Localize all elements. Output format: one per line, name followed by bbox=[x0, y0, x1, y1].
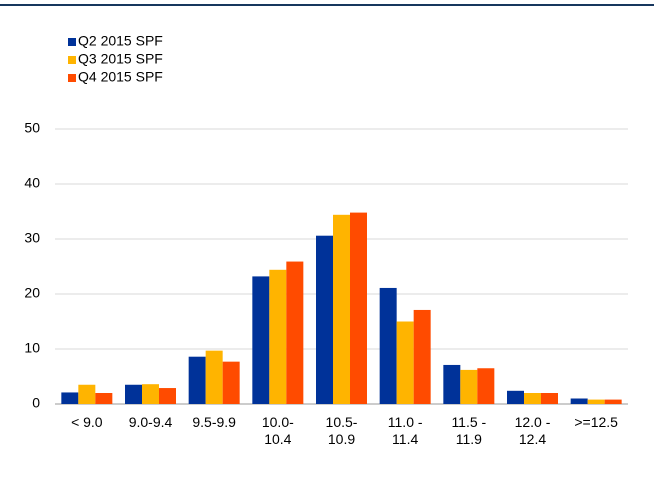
bar bbox=[205, 350, 223, 404]
bar bbox=[159, 388, 176, 404]
bar bbox=[477, 368, 495, 404]
x-tick-label: 9.5-9.9 bbox=[192, 414, 236, 430]
x-tick-label: 12.0 - 12.4 bbox=[514, 414, 551, 447]
bar bbox=[142, 384, 159, 404]
y-tick-label: 30 bbox=[24, 230, 40, 246]
bar bbox=[350, 212, 367, 404]
bar bbox=[188, 356, 206, 404]
bar bbox=[222, 361, 240, 404]
bar bbox=[460, 369, 478, 404]
bar bbox=[78, 384, 96, 404]
bar bbox=[541, 393, 558, 404]
x-tick-label: 9.0-9.4 bbox=[128, 414, 173, 430]
x-tick-label: 11.5 - 11.9 bbox=[451, 414, 487, 447]
bar bbox=[316, 235, 333, 404]
legend-swatch bbox=[68, 38, 76, 46]
bar bbox=[333, 214, 350, 404]
legend-label: Q3 2015 SPF bbox=[78, 51, 163, 67]
y-tick-label: 0 bbox=[32, 395, 40, 411]
bar bbox=[61, 392, 79, 404]
bar bbox=[413, 309, 431, 404]
x-tick-label: >=12.5 bbox=[574, 414, 618, 430]
legend-swatch bbox=[68, 74, 76, 82]
legend-swatch bbox=[68, 56, 76, 64]
bar bbox=[570, 398, 588, 404]
x-tick-label: 10.5- 10.9 bbox=[325, 414, 358, 447]
bar bbox=[587, 399, 605, 404]
bar bbox=[507, 390, 524, 404]
y-tick-label: 40 bbox=[24, 175, 40, 191]
bar bbox=[379, 287, 397, 404]
bar bbox=[443, 364, 461, 404]
y-tick-label: 10 bbox=[24, 340, 40, 356]
legend-label: Q4 2015 SPF bbox=[78, 69, 163, 85]
y-tick-label: 50 bbox=[24, 120, 40, 136]
y-tick-label: 20 bbox=[24, 285, 40, 301]
bar bbox=[286, 261, 304, 404]
x-tick-label: 10.0- 10.4 bbox=[261, 414, 294, 447]
x-tick-label: 11.0 - 11.4 bbox=[387, 414, 423, 447]
bar bbox=[269, 269, 287, 404]
x-tick-label: < 9.0 bbox=[71, 414, 103, 430]
bar bbox=[95, 393, 113, 404]
bar bbox=[125, 384, 142, 404]
legend-label: Q2 2015 SPF bbox=[78, 33, 163, 49]
bar bbox=[524, 393, 541, 404]
bar bbox=[252, 276, 270, 404]
bar bbox=[604, 399, 622, 404]
bar bbox=[396, 321, 414, 404]
